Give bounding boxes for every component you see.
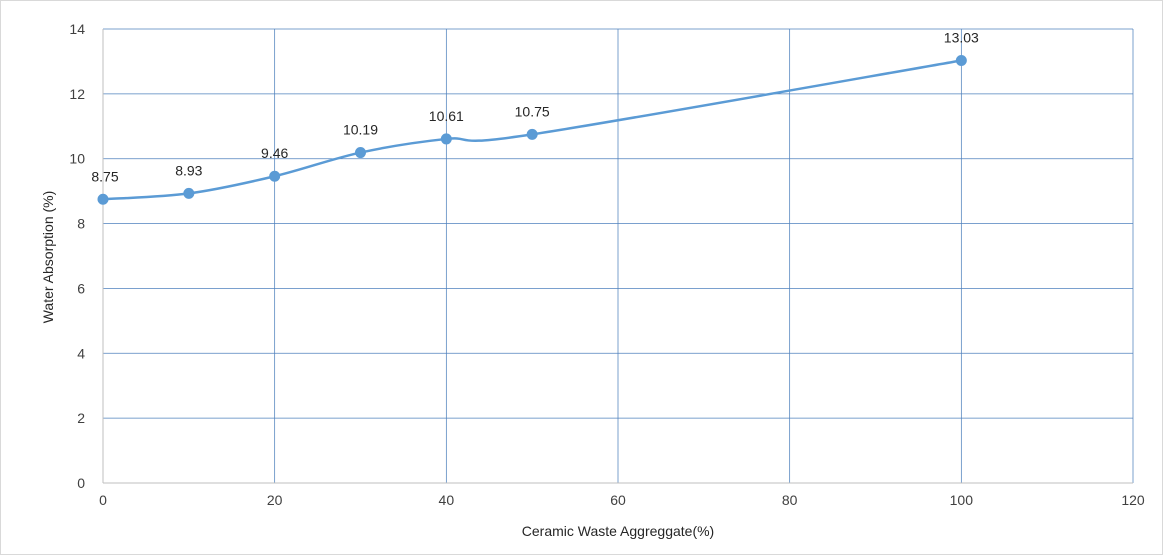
x-tick-label: 100 — [950, 492, 974, 508]
data-point — [955, 54, 967, 66]
data-point — [526, 128, 538, 140]
gridlines — [103, 28, 1134, 483]
tick-labels: 0 20 40 60 80 100 120 0 2 4 6 8 10 12 14 — [69, 21, 1144, 508]
y-tick-label: 6 — [77, 280, 85, 296]
y-tick-label: 8 — [77, 216, 85, 232]
x-tick-label: 120 — [1121, 492, 1145, 508]
x-tick-label: 20 — [267, 492, 283, 508]
y-tick-label: 14 — [69, 21, 85, 37]
data-label: 8.75 — [91, 168, 118, 184]
data-point — [97, 193, 109, 205]
data-point — [355, 147, 366, 159]
data-label: 13.03 — [944, 29, 979, 45]
data-label: 9.46 — [261, 145, 288, 161]
y-tick-label: 0 — [77, 475, 85, 491]
data-label: 10.61 — [429, 108, 464, 124]
data-point — [183, 187, 195, 199]
y-tick-label: 12 — [69, 86, 85, 102]
data-label: 10.19 — [343, 122, 378, 138]
x-tick-label: 80 — [782, 492, 798, 508]
series-layer — [97, 54, 967, 205]
y-axis-title: Water Absorption (%) — [40, 191, 56, 324]
data-label: 10.75 — [515, 103, 550, 119]
y-tick-label: 2 — [77, 410, 85, 426]
series-line — [102, 59, 962, 201]
axes — [102, 29, 1133, 484]
data-point — [440, 133, 452, 145]
data-point — [269, 170, 281, 182]
x-tick-label: 40 — [439, 492, 455, 508]
x-axis-title: Ceramic Waste Aggreggate(%) — [522, 523, 714, 539]
data-label: 8.93 — [175, 162, 202, 178]
x-tick-label: 0 — [99, 492, 107, 508]
y-tick-label: 4 — [77, 345, 85, 361]
x-tick-label: 60 — [610, 492, 626, 508]
y-tick-label: 10 — [69, 151, 85, 167]
data-labels: 8.75 8.93 9.46 10.19 10.61 10.75 13.03 — [91, 29, 979, 184]
